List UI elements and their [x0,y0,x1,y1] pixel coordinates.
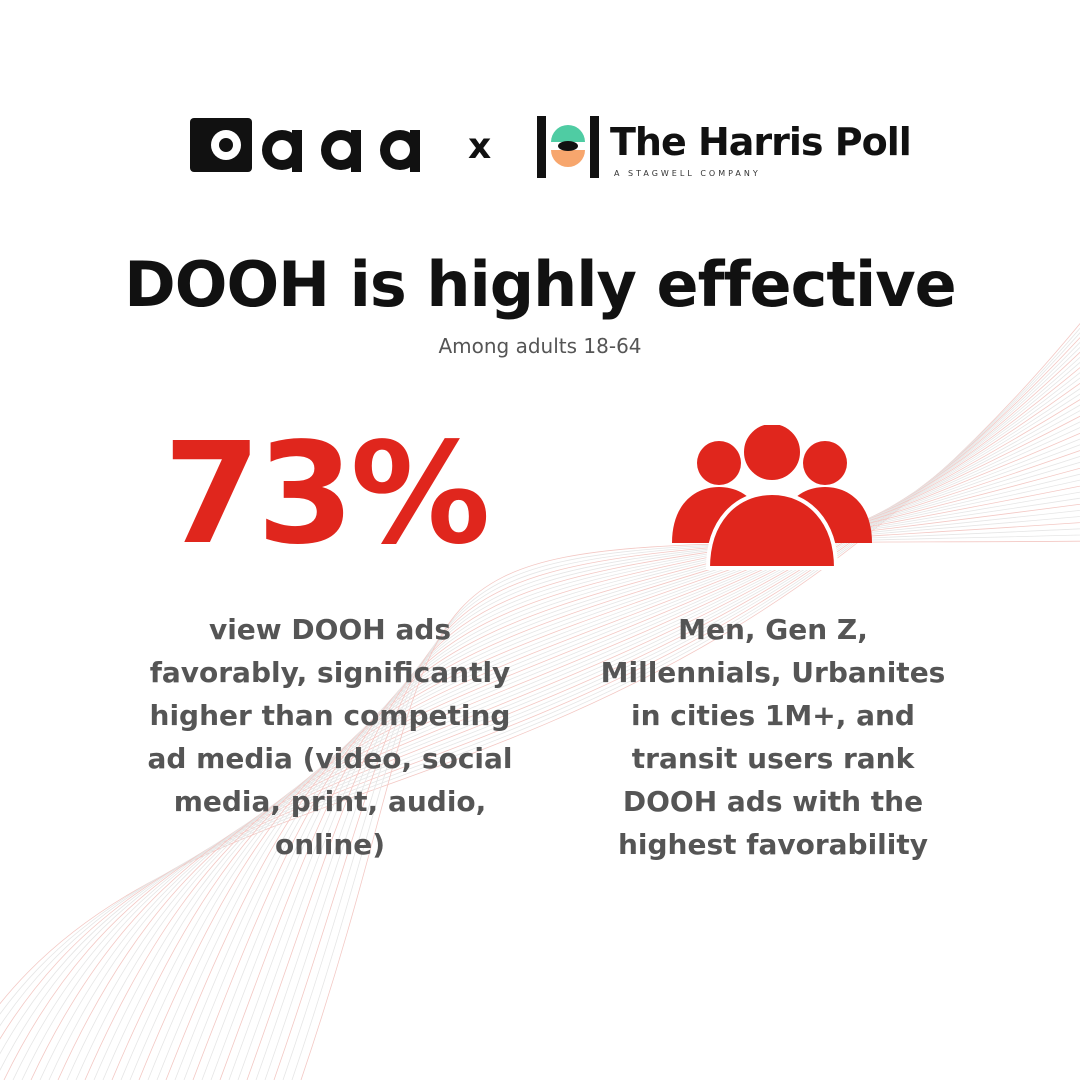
harris-poll-logo-mark [537,116,599,178]
logo-separator: x [468,126,492,167]
stat-caption: view DOOH ads favorably, significantly h… [147,613,513,861]
harris-poll-logo-tagline: A STAGWELL COMPANY [614,169,761,178]
stat-value: 73% [163,413,490,576]
page-subtitle: Among adults 18-64 [438,334,642,358]
audience-caption: Men, Gen Z, Millennials, Urbanites in ci… [600,613,946,861]
harris-poll-logo-name: The Harris Poll [610,120,912,164]
oaaa-logo [190,118,420,172]
people-group-icon [672,425,872,570]
page-title: DOOH is highly effective [124,248,956,321]
